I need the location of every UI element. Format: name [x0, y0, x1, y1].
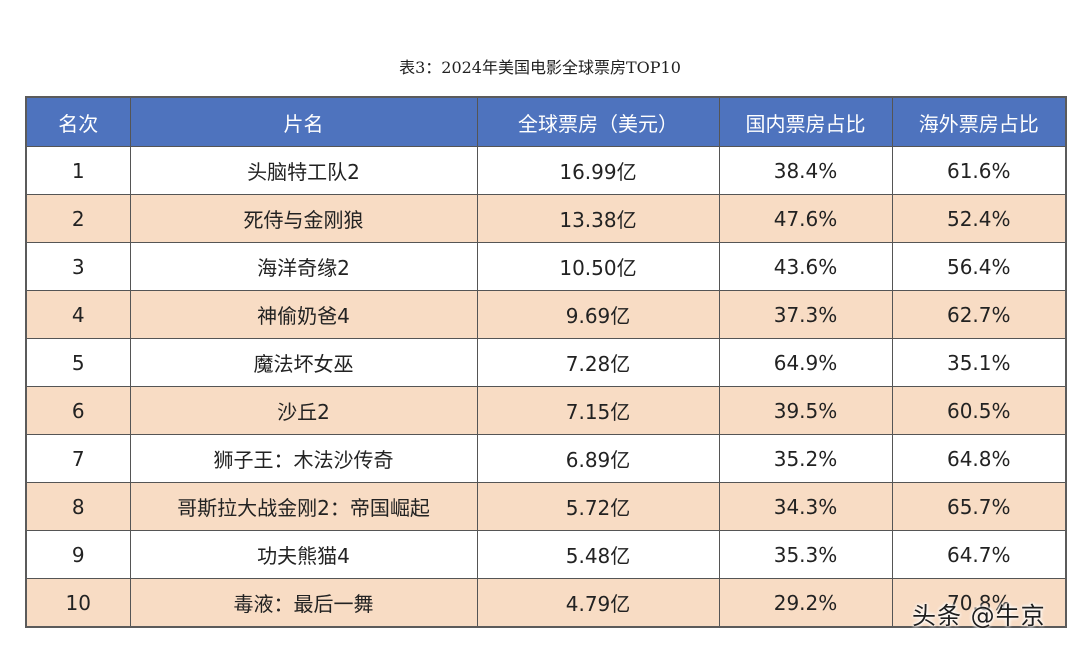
cell-domestic-share: 64.9%	[718, 338, 893, 387]
cell-global-gross: 7.28亿	[476, 338, 720, 387]
cell-rank: 8	[25, 482, 131, 531]
cell-rank: 5	[25, 338, 131, 387]
cell-domestic-share: 43.6%	[718, 242, 893, 291]
cell-domestic-share: 35.3%	[718, 530, 893, 579]
cell-global-gross: 13.38亿	[476, 194, 720, 243]
table-row: 1 头脑特工队2 16.99亿 38.4% 61.6%	[25, 146, 1067, 195]
header-domestic-share: 国内票房占比	[718, 96, 893, 147]
cell-rank: 4	[25, 290, 131, 339]
cell-overseas-share: 52.4%	[891, 194, 1067, 243]
cell-global-gross: 4.79亿	[476, 578, 720, 628]
cell-title: 神偷奶爸4	[129, 290, 478, 339]
cell-title: 哥斯拉大战金刚2：帝国崛起	[129, 482, 478, 531]
cell-title: 狮子王：木法沙传奇	[129, 434, 478, 483]
header-rank: 名次	[25, 96, 131, 147]
cell-global-gross: 5.72亿	[476, 482, 720, 531]
cell-title: 头脑特工队2	[129, 146, 478, 195]
cell-rank: 1	[25, 146, 131, 195]
table-row: 9 功夫熊猫4 5.48亿 35.3% 64.7%	[25, 530, 1067, 579]
table-row: 2 死侍与金刚狼 13.38亿 47.6% 52.4%	[25, 194, 1067, 243]
cell-rank: 6	[25, 386, 131, 435]
cell-global-gross: 5.48亿	[476, 530, 720, 579]
cell-title: 沙丘2	[129, 386, 478, 435]
cell-global-gross: 7.15亿	[476, 386, 720, 435]
cell-overseas-share: 61.6%	[891, 146, 1067, 195]
cell-domestic-share: 35.2%	[718, 434, 893, 483]
cell-domestic-share: 29.2%	[718, 578, 893, 628]
table-row: 7 狮子王：木法沙传奇 6.89亿 35.2% 64.8%	[25, 434, 1067, 483]
table-row: 3 海洋奇缘2 10.50亿 43.6% 56.4%	[25, 242, 1067, 291]
cell-overseas-share: 35.1%	[891, 338, 1067, 387]
cell-overseas-share: 65.7%	[891, 482, 1067, 531]
cell-rank: 2	[25, 194, 131, 243]
cell-overseas-share: 62.7%	[891, 290, 1067, 339]
header-title: 片名	[129, 96, 478, 147]
header-row: 名次 片名 全球票房（美元） 国内票房占比 海外票房占比	[25, 96, 1067, 147]
cell-domestic-share: 34.3%	[718, 482, 893, 531]
cell-overseas-share: 60.5%	[891, 386, 1067, 435]
cell-title: 死侍与金刚狼	[129, 194, 478, 243]
cell-rank: 9	[25, 530, 131, 579]
header-global-gross: 全球票房（美元）	[476, 96, 720, 147]
cell-title: 毒液：最后一舞	[129, 578, 478, 628]
cell-rank: 3	[25, 242, 131, 291]
cell-title: 海洋奇缘2	[129, 242, 478, 291]
cell-global-gross: 16.99亿	[476, 146, 720, 195]
cell-global-gross: 6.89亿	[476, 434, 720, 483]
cell-rank: 10	[25, 578, 131, 628]
table-row: 10 毒液：最后一舞 4.79亿 29.2% 70.8%	[25, 578, 1067, 628]
cell-global-gross: 10.50亿	[476, 242, 720, 291]
box-office-table: 名次 片名 全球票房（美元） 国内票房占比 海外票房占比 1 头脑特工队2 16…	[25, 96, 1067, 628]
cell-rank: 7	[25, 434, 131, 483]
cell-global-gross: 9.69亿	[476, 290, 720, 339]
table-row: 5 魔法坏女巫 7.28亿 64.9% 35.1%	[25, 338, 1067, 387]
cell-overseas-share: 64.7%	[891, 530, 1067, 579]
cell-overseas-share: 64.8%	[891, 434, 1067, 483]
cell-domestic-share: 39.5%	[718, 386, 893, 435]
table-row: 4 神偷奶爸4 9.69亿 37.3% 62.7%	[25, 290, 1067, 339]
header-overseas-share: 海外票房占比	[891, 96, 1067, 147]
table-row: 8 哥斯拉大战金刚2：帝国崛起 5.72亿 34.3% 65.7%	[25, 482, 1067, 531]
cell-domestic-share: 37.3%	[718, 290, 893, 339]
cell-overseas-share: 70.8%	[891, 578, 1067, 628]
cell-overseas-share: 56.4%	[891, 242, 1067, 291]
table-row: 6 沙丘2 7.15亿 39.5% 60.5%	[25, 386, 1067, 435]
table-caption: 表3：2024年美国电影全球票房TOP10	[399, 58, 681, 77]
cell-domestic-share: 47.6%	[718, 194, 893, 243]
source-watermark: 头条 @牛京	[912, 602, 1046, 630]
cell-domestic-share: 38.4%	[718, 146, 893, 195]
cell-title: 功夫熊猫4	[129, 530, 478, 579]
cell-title: 魔法坏女巫	[129, 338, 478, 387]
